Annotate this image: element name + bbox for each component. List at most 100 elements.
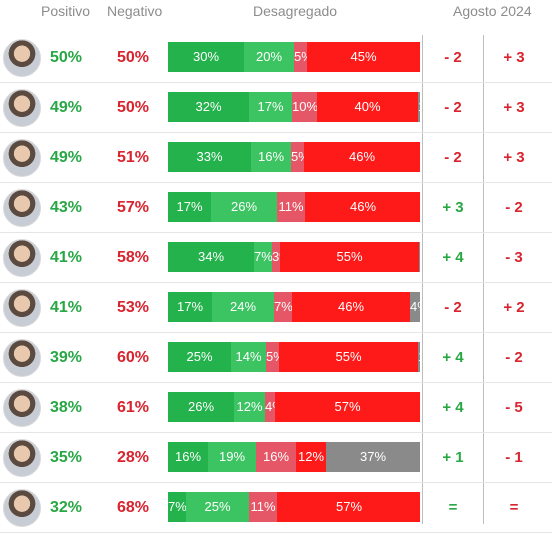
row-7: 39% 60% 25%14%5%55%1% + 4 - 2	[0, 333, 552, 383]
stacked-bar: 32%17%10%40%1%	[168, 92, 420, 122]
header-positivo: Positivo	[41, 3, 91, 19]
bar-segment: 25%	[186, 492, 249, 522]
bar-segment: 1%	[418, 342, 420, 372]
row-2: 49% 50% 32%17%10%40%1% - 2 + 3	[0, 83, 552, 133]
bar-segment: 4%	[410, 292, 420, 322]
row-divider	[0, 482, 552, 483]
bar-segment: 46%	[304, 142, 420, 172]
positivo-value: 43%	[50, 199, 83, 216]
stacked-bar: 16% 19% 16% 12% 37%	[168, 442, 420, 472]
positivo-change: + 4	[442, 249, 464, 266]
negativo-value: 58%	[117, 249, 150, 266]
bar-segment: 12%	[296, 442, 326, 472]
bar-segment: 26%	[168, 392, 234, 422]
bar-segment: 20%	[244, 42, 294, 72]
bar-segment: 40%	[317, 92, 418, 122]
stacked-bar: 17%24%7%46%4%	[168, 292, 420, 322]
negativo-value: 57%	[117, 199, 150, 216]
bar-segment: 24%	[212, 292, 274, 322]
bar-segment: 16%	[256, 442, 296, 472]
positivo-change: + 4	[442, 399, 464, 416]
bar-segment: 46%	[305, 192, 420, 222]
positivo-change: - 2	[444, 99, 462, 116]
negativo-change: =	[509, 499, 519, 516]
negativo-change: - 2	[505, 349, 523, 366]
negativo-change: - 5	[505, 399, 523, 416]
negativo-value: 51%	[117, 149, 150, 166]
bar-segment: 25%	[168, 342, 231, 372]
row-divider	[0, 232, 552, 233]
bar-segment: 37%	[326, 442, 420, 472]
positivo-value: 32%	[50, 499, 83, 516]
positivo-value: 38%	[50, 399, 83, 416]
bar-segment: 7%	[254, 242, 272, 272]
negativo-value: 61%	[117, 399, 150, 416]
stacked-bar: 33%16%5%46%0%	[168, 142, 420, 172]
row-5: 41% 58% 34%7%3%55%1% + 4 - 3	[0, 233, 552, 283]
avatar	[3, 289, 41, 327]
positivo-value: 35%	[50, 449, 83, 466]
bar-segment: 45%	[307, 42, 420, 72]
positivo-change: + 1	[442, 449, 464, 466]
bar-segment: 26%	[211, 192, 277, 222]
positivo-change: - 2	[444, 149, 462, 166]
avatar	[3, 139, 41, 177]
row-1: 50% 50% 30%20%5%45%0% - 2 + 3	[0, 33, 552, 83]
bar-segment: 12%	[234, 392, 265, 422]
bar-segment: 11%	[277, 192, 305, 222]
negativo-change: + 3	[503, 49, 525, 66]
row-3: 49% 51% 33%16%5%46%0% - 2 + 3	[0, 133, 552, 183]
bar-segment: 17%	[249, 92, 292, 122]
bar-segment: 3%	[272, 242, 280, 272]
row-divider	[0, 432, 552, 433]
bar-segment: 33%	[168, 142, 251, 172]
avatar	[3, 189, 41, 227]
positivo-value: 41%	[50, 249, 83, 266]
header-desagregado: Desagregado	[253, 3, 338, 19]
bar-segment: 34%	[168, 242, 254, 272]
row-divider	[0, 382, 552, 383]
negativo-change: - 3	[505, 249, 523, 266]
bar-segment: 4%	[265, 392, 275, 422]
header-negativo: Negativo	[107, 3, 163, 19]
bar-segment: 5%	[266, 342, 279, 372]
bar-segment: 5%	[294, 42, 307, 72]
negativo-change: + 2	[503, 299, 525, 316]
header-period: Agosto 2024	[453, 3, 532, 19]
avatar	[3, 89, 41, 127]
row-10: 32% 68% 7%25%11%57%0% = =	[0, 483, 552, 533]
stacked-bar: 7%25%11%57%0%	[168, 492, 420, 522]
bar-segment: 57%	[275, 392, 420, 422]
negativo-change: - 1	[505, 449, 523, 466]
negativo-change: + 3	[503, 149, 525, 166]
row-6: 41% 53% 17%24%7%46%4% - 2 + 2	[0, 283, 552, 333]
bar-segment: 16%	[168, 442, 208, 472]
bar-segment: 16%	[251, 142, 291, 172]
positivo-value: 49%	[50, 149, 83, 166]
negativo-value: 50%	[117, 99, 150, 116]
positivo-change: - 2	[444, 299, 462, 316]
bar-segment: 17%	[168, 292, 212, 322]
bar-segment: 17%	[168, 192, 211, 222]
bar-segment: 1%	[419, 242, 420, 272]
stacked-bar: 25%14%5%55%1%	[168, 342, 420, 372]
row-divider	[0, 182, 552, 183]
positivo-change: + 3	[442, 199, 464, 216]
row-divider	[0, 282, 552, 283]
avatar	[3, 39, 41, 77]
stacked-bar: 17%26%11%46%0%	[168, 192, 420, 222]
bar-segment: 10%	[292, 92, 317, 122]
bar-segment: 11%	[249, 492, 277, 522]
row-4: 43% 57% 17%26%11%46%0% + 3 - 2	[0, 183, 552, 233]
positivo-value: 41%	[50, 299, 83, 316]
row-divider	[0, 132, 552, 133]
positivo-change: =	[448, 499, 458, 516]
positivo-value: 50%	[50, 49, 83, 66]
negativo-value: 60%	[117, 349, 150, 366]
divider-left	[422, 35, 423, 524]
bar-segment: 7%	[274, 292, 292, 322]
positivo-value: 39%	[50, 349, 83, 366]
stacked-bar: 26%12%4%57%0%	[168, 392, 420, 422]
negativo-value: 50%	[117, 49, 150, 66]
negativo-change: - 2	[505, 199, 523, 216]
